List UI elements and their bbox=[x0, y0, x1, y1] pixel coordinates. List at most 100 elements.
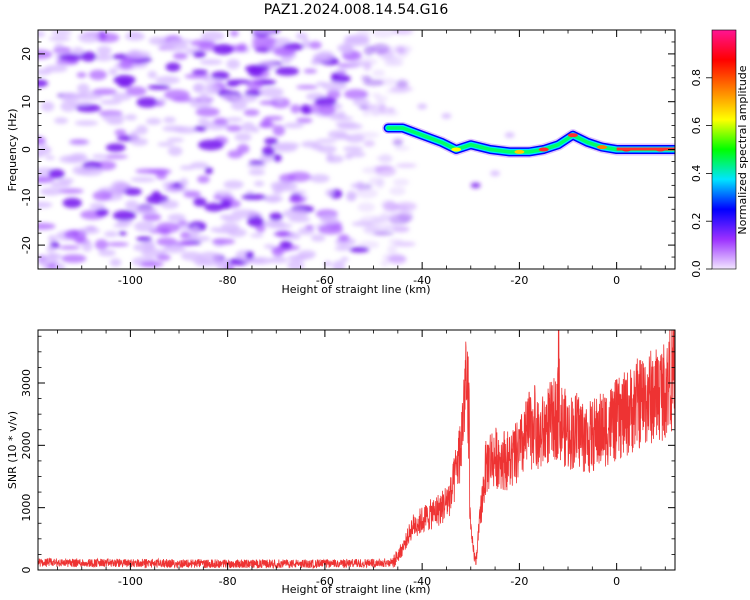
noise-blob bbox=[288, 196, 307, 204]
noise-blob bbox=[319, 214, 339, 225]
noise-blob bbox=[387, 245, 398, 254]
noise-blob bbox=[380, 259, 390, 267]
noise-blob bbox=[291, 190, 307, 195]
noise-blob bbox=[373, 165, 393, 171]
noise-blob bbox=[395, 201, 417, 211]
noise-blob bbox=[92, 154, 107, 159]
noise-blob bbox=[74, 120, 99, 126]
noise-blob bbox=[332, 260, 346, 269]
snr-ytick-label: 1000 bbox=[20, 494, 33, 522]
noise-blob bbox=[365, 223, 382, 231]
noise-blob bbox=[194, 125, 208, 132]
noise-blob bbox=[275, 66, 300, 76]
noise-blob bbox=[96, 45, 112, 56]
noise-blob bbox=[147, 168, 172, 175]
colorbar-frame bbox=[711, 29, 737, 270]
noise-blob bbox=[269, 212, 283, 221]
noise-blob bbox=[130, 176, 156, 183]
noise-blob bbox=[38, 201, 53, 209]
snr-ticks: -100 -80 -60 -40 -20 0 0 1000 2000 3000 bbox=[20, 330, 675, 588]
noise-blob bbox=[211, 238, 236, 245]
noise-blob bbox=[191, 257, 210, 264]
noise-blob bbox=[213, 194, 222, 200]
noise-blob bbox=[395, 46, 405, 55]
noise-blob bbox=[246, 163, 267, 169]
noise-blob bbox=[262, 219, 286, 228]
noise-blob bbox=[94, 32, 120, 43]
noise-blob bbox=[283, 122, 305, 129]
noise-blob bbox=[205, 84, 221, 95]
noise-blob bbox=[48, 234, 57, 243]
snr-frame bbox=[37, 329, 676, 571]
noise-blob bbox=[167, 38, 192, 44]
noise-blob bbox=[325, 189, 335, 197]
noise-blob bbox=[213, 44, 234, 55]
noise-blob bbox=[383, 61, 404, 67]
noise-blob bbox=[177, 220, 189, 226]
noise-blob bbox=[229, 30, 239, 37]
noise-blob bbox=[45, 253, 63, 260]
noise-blob bbox=[470, 182, 481, 189]
noise-blob bbox=[189, 225, 200, 237]
noise-blob bbox=[265, 194, 281, 203]
noise-blob bbox=[114, 129, 127, 137]
colorbar-tick-label: 0.2 bbox=[690, 212, 703, 230]
noise-blob bbox=[374, 95, 389, 101]
noise-blob bbox=[237, 143, 250, 154]
colorbar-gradient bbox=[712, 30, 736, 269]
noise-blob bbox=[250, 233, 264, 238]
noise-blob bbox=[337, 71, 346, 76]
spectrogram-xtick-label: 0 bbox=[613, 274, 620, 287]
noise-blob bbox=[310, 234, 326, 242]
noise-blob bbox=[163, 116, 176, 124]
signal-ridge-peak bbox=[451, 147, 462, 152]
noise-blob bbox=[490, 170, 501, 177]
noise-blob bbox=[58, 245, 81, 250]
noise-blob bbox=[193, 197, 207, 207]
noise-blob bbox=[142, 213, 162, 222]
noise-blob bbox=[288, 216, 311, 223]
noise-blob bbox=[77, 32, 100, 43]
snr-ytick-label: 2000 bbox=[20, 431, 33, 459]
noise-blob bbox=[125, 50, 151, 59]
noise-blob bbox=[358, 105, 369, 110]
noise-blob bbox=[251, 36, 277, 45]
noise-blob bbox=[303, 68, 318, 74]
noise-blob bbox=[48, 169, 65, 179]
snr-xtick-label: -40 bbox=[413, 575, 431, 588]
noise-blob bbox=[282, 208, 309, 219]
spectrogram-ytick-label: 10 bbox=[20, 95, 33, 109]
noise-blob bbox=[155, 76, 181, 85]
noise-blob bbox=[318, 104, 336, 116]
noise-blob bbox=[197, 139, 224, 151]
noise-blob bbox=[180, 231, 191, 240]
noise-blob bbox=[145, 117, 162, 125]
noise-blob bbox=[38, 175, 55, 183]
noise-blob bbox=[124, 32, 146, 41]
noise-blob bbox=[326, 89, 341, 100]
noise-blob bbox=[184, 73, 211, 79]
noise-blob bbox=[382, 110, 399, 117]
noise-blob bbox=[64, 229, 87, 241]
noise-blob bbox=[58, 53, 83, 61]
noise-blob bbox=[383, 201, 398, 212]
noise-blob bbox=[77, 83, 90, 94]
noise-blob bbox=[199, 59, 223, 66]
noise-blob bbox=[165, 62, 181, 72]
noise-blob bbox=[340, 256, 349, 262]
snr-series-line bbox=[38, 330, 675, 570]
colorbar-label: Normalized spectral amplitude bbox=[736, 65, 749, 234]
noise-blob bbox=[349, 246, 370, 253]
noise-blob bbox=[81, 241, 93, 252]
noise-blob bbox=[373, 230, 395, 236]
noise-blob bbox=[386, 107, 396, 113]
noise-blob bbox=[231, 94, 258, 103]
noise-blob bbox=[162, 125, 187, 132]
noise-blob bbox=[253, 180, 265, 187]
noise-blob bbox=[334, 133, 352, 140]
noise-blob bbox=[106, 242, 129, 247]
noise-blob bbox=[179, 177, 189, 188]
noise-blob bbox=[197, 118, 209, 125]
noise-blob bbox=[363, 45, 375, 56]
